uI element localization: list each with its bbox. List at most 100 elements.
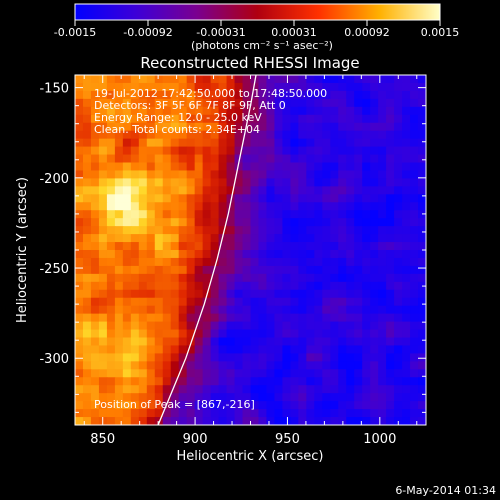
- heatmap-cell: [226, 377, 236, 386]
- heatmap-cell: [386, 106, 395, 116]
- heatmap-cell: [250, 409, 260, 418]
- heatmap-cell: [114, 210, 124, 219]
- heatmap-cell: [194, 385, 204, 394]
- heatmap-cell: [82, 377, 92, 386]
- heatmap-cell: [75, 409, 84, 418]
- heatmap-cell: [154, 257, 164, 267]
- heatmap-cell: [210, 90, 220, 100]
- heatmap-cell: [178, 377, 188, 386]
- heatmap-cell: [178, 353, 188, 362]
- heatmap-cell: [418, 361, 426, 370]
- heatmap-cell: [154, 401, 164, 410]
- heatmap-cell: [90, 234, 100, 243]
- heatmap-cell: [170, 202, 180, 211]
- heatmap-cell: [154, 130, 164, 140]
- heatmap-cell: [418, 297, 426, 307]
- heatmap-cell: [290, 106, 299, 116]
- heatmap-cell: [338, 337, 347, 347]
- heatmap-cell: [170, 154, 180, 164]
- heatmap-cell: [202, 273, 212, 283]
- heatmap-cell: [298, 361, 307, 370]
- heatmap-cell: [290, 170, 299, 179]
- heatmap-cell: [386, 210, 395, 219]
- heatmap-cell: [154, 345, 164, 354]
- heatmap-cell: [258, 273, 268, 283]
- heatmap-cell: [330, 138, 339, 148]
- heatmap-cell: [234, 194, 244, 203]
- heatmap-cell: [346, 226, 355, 235]
- heatmap-cell: [354, 90, 363, 100]
- heatmap-cell: [90, 273, 100, 283]
- heatmap-cell: [330, 170, 339, 179]
- heatmap-cell: [170, 170, 180, 179]
- heatmap-cell: [178, 130, 188, 140]
- heatmap-cell: [370, 369, 379, 378]
- heatmap-cell: [242, 106, 252, 116]
- heatmap-cell: [418, 202, 426, 211]
- heatmap-cell: [226, 273, 236, 283]
- heatmap-cell: [362, 417, 371, 425]
- heatmap-cell: [338, 234, 347, 243]
- heatmap-cell: [338, 210, 347, 219]
- heatmap-cell: [82, 361, 92, 370]
- heatmap-cell: [266, 281, 276, 291]
- heatmap-cell: [362, 234, 371, 243]
- colorbar: [74, 3, 441, 21]
- heatmap-cell: [306, 75, 315, 84]
- heatmap-cell: [218, 289, 228, 299]
- heatmap-cell: [250, 321, 260, 331]
- heatmap-cell: [322, 114, 331, 124]
- heatmap-cell: [274, 329, 284, 339]
- heatmap-cell: [98, 369, 108, 378]
- heatmap-cell: [258, 226, 268, 235]
- heatmap-cell: [114, 377, 124, 386]
- heatmap-cell: [378, 257, 387, 267]
- heatmap-cell: [162, 170, 172, 179]
- heatmap-cell: [338, 250, 347, 259]
- heatmap-cell: [98, 361, 108, 370]
- heatmap-cell: [122, 305, 132, 315]
- heatmap-cell: [106, 226, 116, 235]
- heatmap-cell: [410, 122, 419, 132]
- heatmap-cell: [298, 75, 307, 84]
- heatmap-cell: [138, 154, 148, 164]
- heatmap-cell: [250, 98, 260, 108]
- heatmap-cell: [98, 210, 108, 219]
- heatmap-cell: [186, 417, 196, 425]
- heatmap-cell: [186, 242, 196, 251]
- heatmap-cell: [162, 273, 172, 283]
- heatmap-cell: [298, 178, 307, 187]
- heatmap-cell: [98, 146, 108, 156]
- heatmap-cell: [362, 114, 371, 124]
- heatmap-cell: [354, 226, 363, 235]
- heatmap-cell: [354, 122, 363, 132]
- heatmap-cell: [146, 186, 156, 195]
- heatmap-cell: [418, 369, 426, 378]
- heatmap-cell: [394, 361, 403, 370]
- heatmap-cell: [154, 138, 164, 148]
- heatmap-cell: [274, 257, 284, 267]
- heatmap-cell: [194, 75, 204, 84]
- heatmap-cell: [98, 242, 108, 251]
- heatmap-cell: [90, 90, 100, 100]
- heatmap-cell: [114, 90, 124, 100]
- heatmap-cell: [242, 417, 252, 425]
- heatmap-cell: [154, 369, 164, 378]
- heatmap-cell: [250, 297, 260, 307]
- heatmap-cell: [226, 114, 236, 124]
- heatmap-cell: [378, 210, 387, 219]
- heatmap-cell: [362, 329, 371, 339]
- heatmap-cell: [394, 281, 403, 291]
- heatmap-cell: [210, 210, 220, 219]
- heatmap-cell: [250, 369, 260, 378]
- heatmap-cell: [202, 265, 212, 275]
- heatmap-cell: [394, 162, 403, 172]
- heatmap-cell: [130, 401, 140, 410]
- heatmap-cell: [298, 162, 307, 172]
- heatmap-cell: [338, 265, 347, 275]
- heatmap-cell: [90, 281, 100, 291]
- heatmap-cell: [130, 202, 140, 211]
- heatmap-cell: [250, 114, 260, 124]
- heatmap-cell: [170, 90, 180, 100]
- heatmap-cell: [162, 329, 172, 339]
